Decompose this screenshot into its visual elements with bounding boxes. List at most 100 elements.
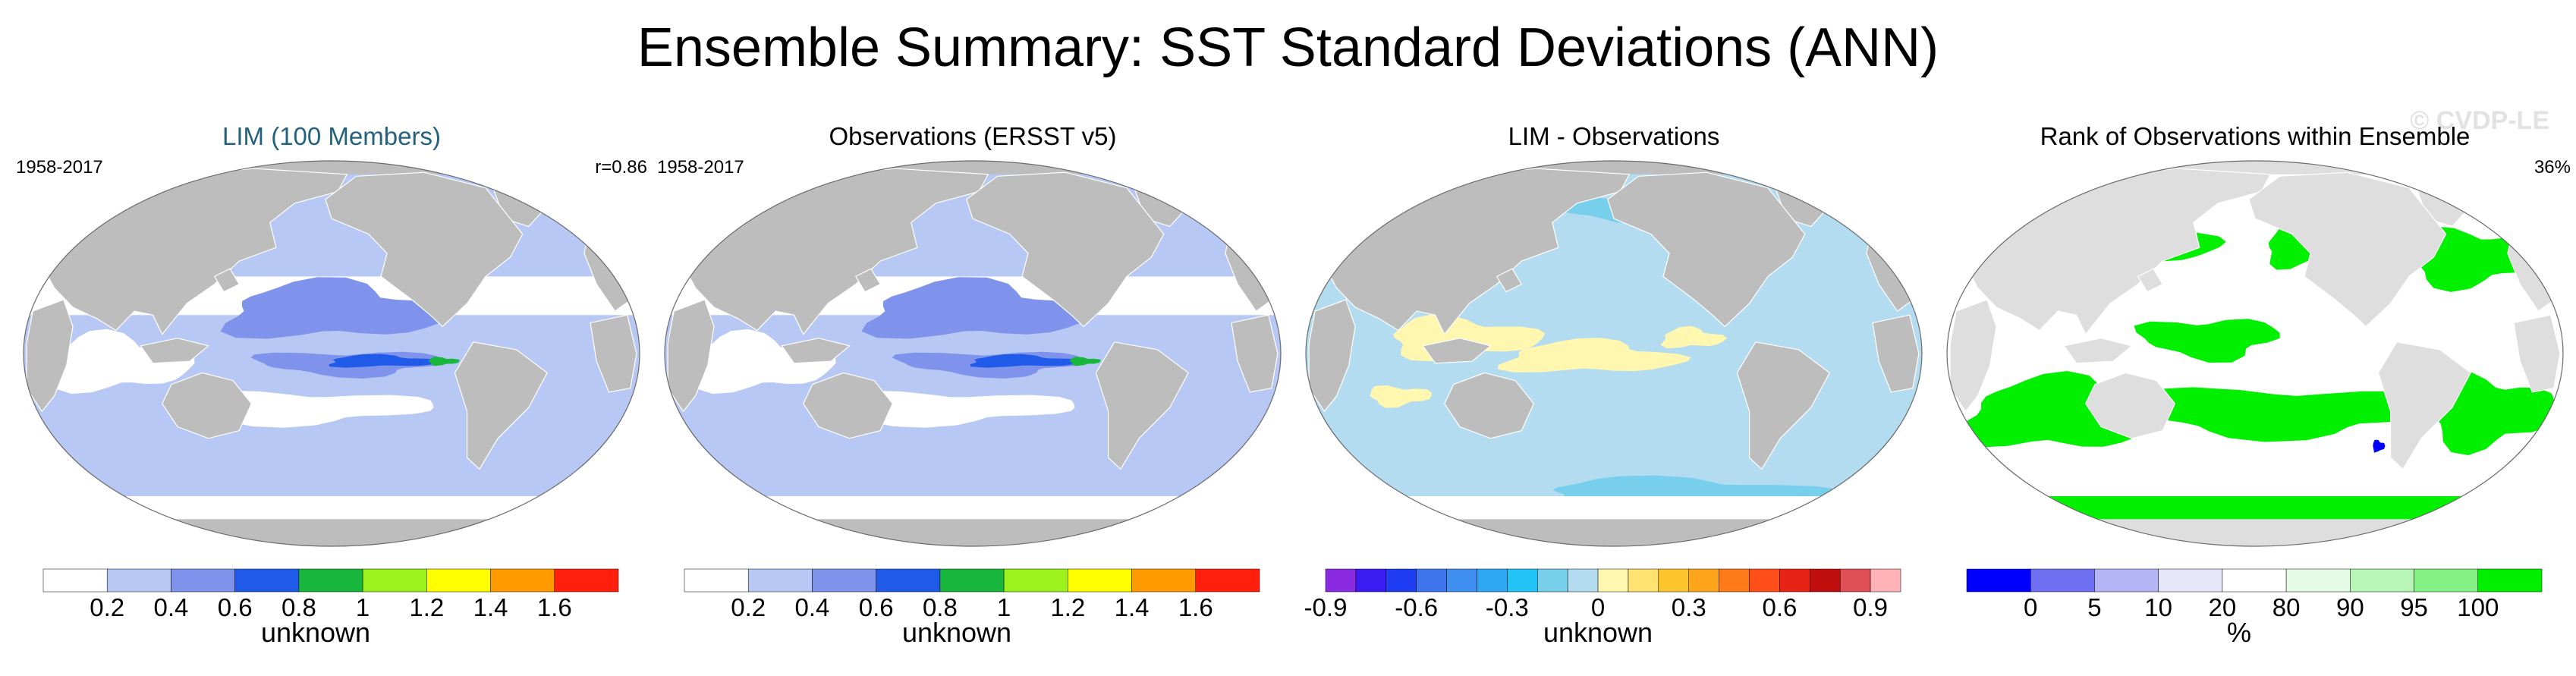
panel-title: LIM (100 Members) <box>222 122 441 150</box>
land-japan <box>2137 268 2164 293</box>
colorbar-tick-label: -0.9 <box>1304 593 1348 621</box>
colorbar-tick-label: 0.3 <box>1672 593 1706 621</box>
colorbar-units-label: unknown <box>1543 617 1653 648</box>
colorbar-tick-label: -0.6 <box>1395 593 1438 621</box>
panel-difference: LIM - Observations -0.9 -0.6 -0.3 0 0.3 0.6 0.… <box>1294 114 1934 675</box>
antarctica <box>174 519 489 546</box>
southern-sea-ice-zone <box>765 496 1181 520</box>
land-australia <box>162 372 253 439</box>
colorbar-cell <box>2222 568 2287 593</box>
colorbar-cell <box>2030 568 2095 593</box>
positive-diff-central-pacific <box>1497 338 1691 373</box>
north-pacific-anomaly <box>861 277 1101 339</box>
colorbar-cell <box>1749 568 1780 593</box>
colorbar-cell <box>684 568 749 593</box>
colorbar-tick-label: 0.6 <box>859 593 894 621</box>
map-border <box>23 160 640 547</box>
panel-period-label: 1958-2017 <box>657 157 744 178</box>
colorbar-cell <box>234 568 300 593</box>
colorbar-cell <box>1003 568 1068 593</box>
map-content <box>24 161 640 546</box>
rank-high-tropical-pacific <box>2134 319 2280 363</box>
rank-high-south-pacific <box>2135 387 2452 442</box>
low-variance-indian-ocean <box>54 329 195 395</box>
colorbar-units-label: % <box>2227 617 2251 648</box>
colorbar-rank: 0 5 10 20 80 90 95 100% <box>1966 568 2543 648</box>
colorbar-cell <box>939 568 1005 593</box>
colorbar-tick-label: 0 <box>2024 593 2037 621</box>
map-observations-std <box>664 160 1282 547</box>
colorbar-cell <box>1628 568 1659 593</box>
land-southAmerica <box>1095 341 1189 470</box>
land-africaEast <box>1231 314 1279 393</box>
panel-rank: Rank of Observations within Ensemble 36%… <box>1935 114 2575 675</box>
colorbar-tick-label: 100 <box>2457 593 2499 621</box>
land-southAmerica <box>2377 341 2471 470</box>
colorbar-cell <box>1597 568 1629 593</box>
colorbar-cell <box>1325 568 1357 593</box>
enso-max <box>1069 357 1101 366</box>
colorbar-tick-label: 1 <box>997 593 1011 621</box>
colorbar-cell <box>2414 568 2479 593</box>
colorbar-tick-label: 0.6 <box>218 593 253 621</box>
colorbar-cell <box>2094 568 2159 593</box>
map-content <box>1306 161 1922 546</box>
colorbar-cell <box>362 568 427 593</box>
enso-core <box>970 354 1087 368</box>
colorbar-cell <box>426 568 491 593</box>
colorbar-cell <box>876 568 941 593</box>
colorbar-cell <box>2350 568 2414 593</box>
southern-sea-ice-zone <box>1406 496 1822 520</box>
colorbar-tick-label: 1.2 <box>409 593 444 621</box>
land-northAmerica <box>1607 171 1806 328</box>
colorbar-cell <box>1567 568 1599 593</box>
colorbar-tick-label: 10 <box>2144 593 2172 621</box>
north-pacific-anomaly <box>220 277 460 339</box>
land-indonesia <box>1422 338 1492 364</box>
positive-diff-east-pacific <box>1660 325 1728 349</box>
land-africaEast <box>1872 314 1920 393</box>
panel-period-label: 1958-2017 <box>16 157 103 178</box>
panel-title: Observations (ERSST v5) <box>829 122 1117 150</box>
colorbar-cell <box>2477 568 2543 593</box>
land-indonesia <box>781 338 851 364</box>
colorbar-cell <box>1719 568 1750 593</box>
colorbar-cell <box>1839 568 1871 593</box>
colorbar-tick-label: 0.8 <box>282 593 316 621</box>
map-border <box>1946 160 2564 547</box>
land-africa <box>1949 299 1997 413</box>
map-border <box>1305 160 1923 547</box>
colorbar-tick-label: 0.2 <box>731 593 766 621</box>
colorbar-tick-label: 90 <box>2336 593 2364 621</box>
land-northAmerica <box>2248 171 2447 328</box>
southern-sea-ice-zone <box>124 496 539 520</box>
enso-max <box>428 357 460 366</box>
panel-observations: Observations (ERSST v5) 1958-2017 0.2 0.4… <box>653 114 1293 675</box>
colorbar-cell <box>747 568 813 593</box>
land-indonesia <box>2063 338 2133 364</box>
colorbar-cell <box>1537 568 1568 593</box>
colorbar-tick-label: 20 <box>2209 593 2237 621</box>
map-content <box>1947 161 2563 546</box>
colorbar-observations: 0.2 0.4 0.6 0.8 1 1.2 1.4 1.6 unknown <box>684 568 1260 648</box>
colorbar-cell <box>1688 568 1719 593</box>
colorbar-cell <box>490 568 555 593</box>
panel-correlation-label: r=0.86 <box>595 157 647 178</box>
colorbar-tick-label: 80 <box>2272 593 2301 621</box>
colorbar-tick-label: 1 <box>356 593 370 621</box>
colorbar-cell <box>2158 568 2223 593</box>
colorbar-tick-label: 5 <box>2087 593 2101 621</box>
land-africaEast <box>2513 314 2561 393</box>
antarctica <box>815 519 1131 546</box>
map-rank <box>1946 160 2564 547</box>
map-border <box>664 160 1282 547</box>
rank-high-south-atlantic <box>2430 371 2556 455</box>
colorbar-cell <box>1779 568 1810 593</box>
watermark: © CVDP-LE <box>2410 106 2549 135</box>
colorbar-cell <box>812 568 876 593</box>
colorbar-tick-label: 1.6 <box>1178 593 1213 621</box>
colorbar-cell <box>1658 568 1689 593</box>
land-africaEast <box>590 314 637 393</box>
colorbar-tick-label: 0.2 <box>90 593 124 621</box>
